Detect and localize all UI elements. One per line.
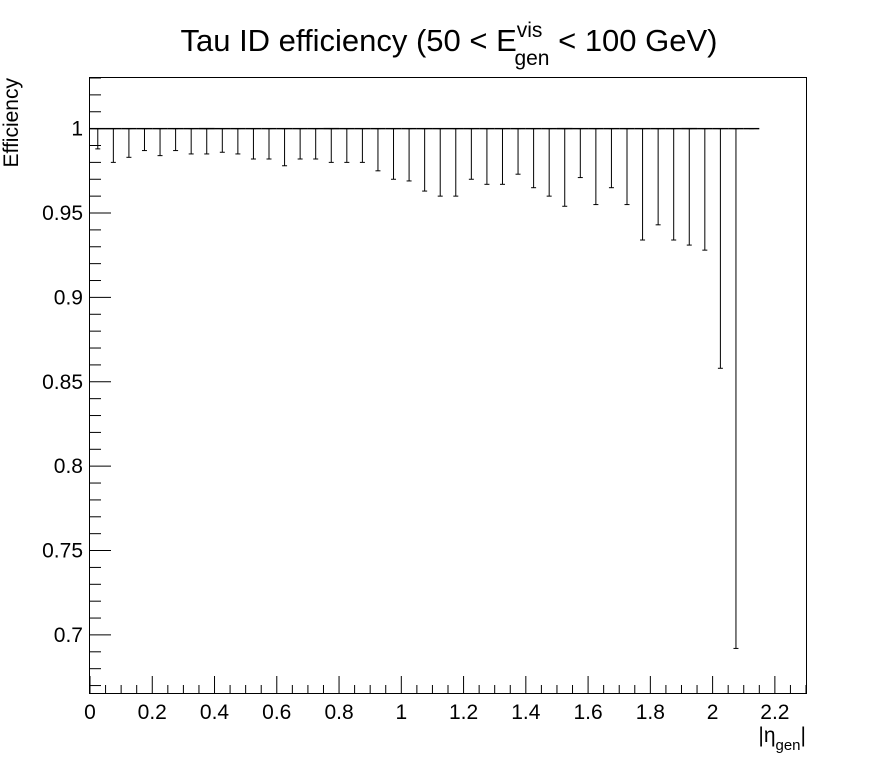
chart-title-sub: gen — [514, 47, 549, 70]
data-point — [307, 127, 324, 160]
data-point — [603, 127, 620, 189]
y-tick-label: 0.9 — [54, 286, 83, 309]
data-point — [230, 127, 246, 155]
data-point — [339, 127, 355, 163]
data-point — [245, 127, 262, 160]
y-tick-label: 0.8 — [54, 455, 83, 478]
axis-ticks — [89, 77, 807, 694]
y-tick-label: 1 — [71, 118, 83, 141]
plot-frame — [89, 77, 807, 694]
chart-title: Tau ID efficiency (50 < Evis gen < 100 Ge… — [180, 19, 717, 70]
x-tick-labels: 0 0.2 0.4 0.6 0.8 1 1.2 1.4 1.6 1.8 2 2.2 — [84, 701, 789, 724]
data-point — [634, 127, 651, 241]
data-point — [463, 127, 480, 180]
y-tick-label: 0.85 — [42, 371, 83, 394]
x-axis-title-tail: | — [801, 724, 806, 747]
data-point — [167, 127, 184, 152]
y-tick-label: 0.95 — [42, 202, 83, 225]
y-tick-label: 0.75 — [42, 540, 83, 563]
x-tick-label: 0.6 — [262, 701, 291, 724]
x-axis-title-main: |η — [758, 724, 775, 747]
data-point — [712, 127, 729, 369]
data-point — [183, 127, 199, 155]
data-point — [588, 127, 604, 206]
y-axis-title: Efficiency — [0, 78, 23, 168]
data-point — [214, 127, 231, 153]
data-point — [292, 127, 308, 160]
x-tick-label: 1 — [395, 701, 407, 724]
x-tick-label: 0.2 — [138, 701, 167, 724]
x-tick-label: 0 — [84, 701, 96, 724]
data-point — [556, 127, 573, 207]
data-point — [494, 127, 511, 185]
data-point — [152, 127, 168, 157]
data-point — [401, 127, 417, 182]
x-tick-label: 2 — [707, 701, 719, 724]
y-tick-labels: 0.7 0.75 0.8 0.85 0.9 0.95 1 — [42, 118, 83, 647]
x-tick-label: 2.2 — [760, 701, 789, 724]
data-point — [323, 127, 340, 163]
data-point — [619, 127, 635, 206]
y-tick-label: 0.7 — [54, 624, 83, 647]
data-point — [354, 127, 371, 163]
data-point — [385, 127, 402, 180]
data-point — [261, 127, 277, 160]
data-point — [697, 127, 713, 251]
data-point — [665, 127, 682, 241]
data-points — [90, 127, 760, 649]
data-point — [416, 127, 433, 192]
chart-title-sup: vis — [517, 19, 543, 42]
data-point — [448, 127, 464, 197]
x-tick-label: 1.4 — [511, 701, 541, 724]
chart-title-tail: < 100 GeV) — [549, 23, 717, 58]
x-tick-label: 0.4 — [200, 701, 230, 724]
data-point — [276, 127, 293, 167]
x-axis-title: |ηgen| — [758, 724, 806, 754]
data-point — [525, 127, 542, 189]
data-point — [541, 127, 557, 197]
data-point — [105, 127, 122, 163]
data-point — [572, 127, 589, 179]
x-tick-label: 0.8 — [324, 701, 353, 724]
data-point — [136, 127, 153, 152]
data-point — [90, 127, 106, 150]
x-tick-label: 1.8 — [636, 701, 665, 724]
data-point — [650, 127, 666, 226]
chart-title-main: Tau ID efficiency (50 < E — [180, 23, 516, 58]
data-point — [432, 127, 448, 197]
x-axis-title-sub: gen — [776, 737, 801, 754]
data-point — [681, 127, 698, 246]
data-point — [370, 127, 386, 172]
x-tick-label: 1.2 — [449, 701, 478, 724]
data-point — [121, 127, 137, 158]
data-point — [728, 127, 744, 649]
data-point — [479, 127, 495, 185]
x-tick-label: 1.6 — [573, 701, 602, 724]
data-point — [510, 127, 526, 175]
data-point — [198, 127, 215, 155]
